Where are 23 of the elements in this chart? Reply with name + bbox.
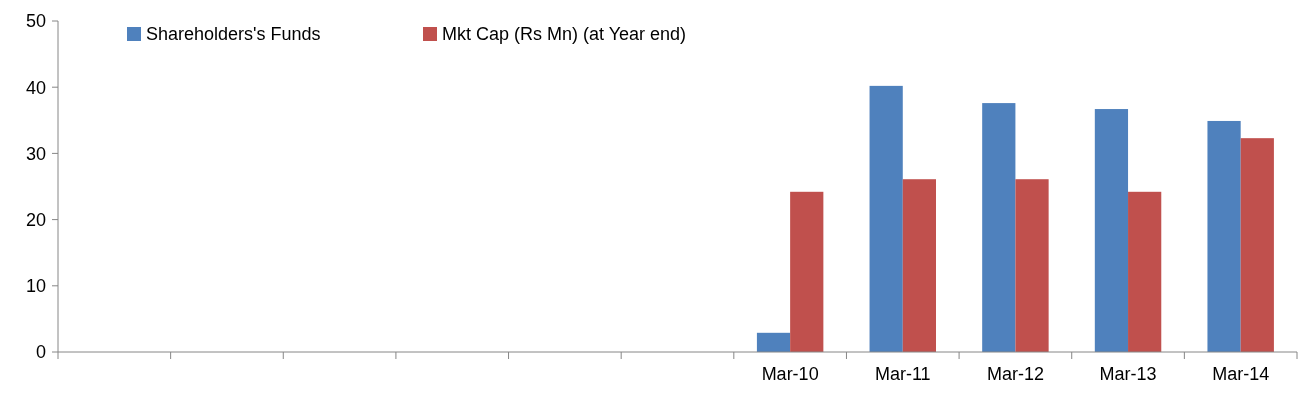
bar: [869, 85, 903, 352]
y-tick-label: 10: [25, 276, 46, 297]
y-tick-label: 40: [25, 77, 46, 98]
legend-label: Mkt Cap (Rs Mn) (at Year end): [442, 24, 687, 45]
bar: [790, 191, 824, 352]
x-tick-label: Mar-11: [874, 364, 931, 384]
bar: [982, 103, 1016, 352]
x-tick-label: Mar-14: [1212, 364, 1270, 384]
y-tick-label: 30: [25, 143, 46, 164]
bar: [1207, 120, 1241, 352]
y-tick-label: 50: [25, 11, 46, 32]
x-tick-label: Mar-13: [1099, 364, 1157, 384]
bar: [1128, 191, 1162, 352]
x-tick-label: Mar-12: [986, 364, 1044, 384]
bar: [1015, 179, 1049, 352]
y-tick-label: 0: [35, 342, 46, 363]
bar: [1094, 109, 1129, 352]
bar: [1240, 138, 1274, 352]
legend-label: Shareholders's Funds: [146, 24, 321, 45]
bar: [902, 179, 936, 352]
bar: [756, 332, 791, 352]
x-tick-label: Mar-10: [761, 364, 819, 384]
y-tick-label: 20: [25, 209, 46, 230]
